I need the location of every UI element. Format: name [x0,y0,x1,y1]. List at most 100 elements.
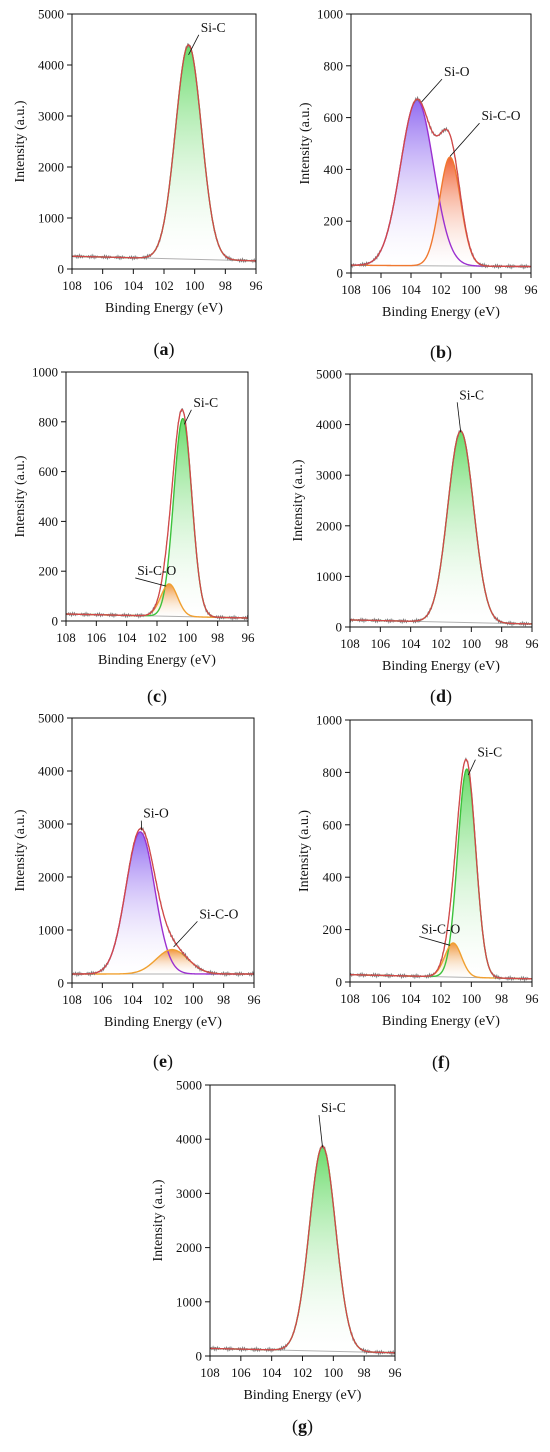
x-tick-label: 108 [62,278,82,293]
x-tick-label: 100 [185,278,205,293]
annotation-leader [188,34,200,55]
x-tick-label: 100 [461,282,481,297]
x-tick-label: 104 [123,992,143,1007]
envelope-line [349,430,533,625]
x-tick-label: 102 [147,630,167,645]
y-tick-label: 0 [196,1349,203,1364]
peak-fill-si-c-o [66,583,248,619]
peak-fill-si-c [72,44,256,261]
x-tick-label: 96 [526,636,540,651]
x-tick-label: 106 [93,992,113,1007]
x-tick-label: 96 [242,630,256,645]
peak-fill-si-c [350,769,532,979]
raw-spectrum-line [349,757,533,982]
x-tick-label: 106 [371,636,391,651]
x-tick-label: 106 [371,282,391,297]
x-axis-label: Binding Energy (eV) [382,305,500,320]
peak-annotation: Si-C-O [421,922,460,937]
x-tick-label: 100 [462,991,482,1006]
y-tick-label: 3000 [316,468,342,483]
envelope-line [349,758,533,980]
y-tick-label: 2000 [38,870,64,885]
y-axis-label: Intensity (a.u.) [151,1179,166,1261]
panel-caption: (a) [154,339,175,360]
x-tick-label: 104 [401,991,421,1006]
y-tick-label: 1000 [316,569,342,584]
x-axis-label: Binding Energy (eV) [98,653,216,668]
x-tick-label: 96 [526,991,540,1006]
annotation-leader [456,402,462,433]
x-tick-label: 98 [358,1365,371,1380]
panel-caption: (d) [430,686,452,707]
x-tick-label: 108 [340,991,360,1006]
x-tick-label: 102 [431,991,451,1006]
y-tick-label: 400 [324,162,344,177]
x-tick-label: 108 [340,636,360,651]
y-axis-label: Intensity (a.u.) [298,102,313,184]
y-tick-label: 0 [336,975,343,990]
x-tick-label: 96 [250,278,264,293]
y-tick-label: 200 [323,922,343,937]
peak-fill-si-c [350,431,532,624]
x-tick-label: 100 [462,636,482,651]
y-tick-label: 5000 [316,367,342,382]
x-tick-label: 98 [495,636,508,651]
y-tick-label: 600 [323,817,343,832]
panel-e: 108 106 104 102 100 98 96 0 1000 2000 3000 4000 5000… [13,711,261,1073]
panel-caption: (g) [292,1416,313,1437]
y-tick-label: 1000 [38,923,64,938]
x-tick-label: 106 [87,630,107,645]
peak-fill-si-o [351,99,531,267]
x-tick-label: 102 [431,282,451,297]
raw-spectrum-line [65,408,249,621]
peak-annotation: Si-C [193,395,218,410]
annotation-leader [467,759,476,776]
x-tick-label: 104 [124,278,144,293]
y-tick-label: 4000 [38,764,64,779]
y-axis-label: Intensity (a.u.) [13,100,28,182]
panel-c: 108 106 104 102 100 98 96 0 200 400 600 800 1000 Bind… [13,365,255,708]
y-tick-label: 800 [323,765,343,780]
peak-fill-si-c-o [72,949,254,974]
peak-fill-si-c [66,418,248,619]
x-tick-label: 100 [184,992,204,1007]
y-tick-label: 200 [39,564,59,579]
y-tick-label: 5000 [38,7,64,22]
y-tick-label: 0 [52,614,59,629]
y-tick-label: 3000 [176,1186,202,1201]
x-tick-label: 96 [525,282,539,297]
peak-line-si-c [349,768,533,980]
y-axis-label: Intensity (a.u.) [13,809,28,891]
x-tick-label: 96 [389,1365,403,1380]
panel-b: 108 106 104 102 100 98 96 0 200 400 600 800 1000 Bind… [298,7,538,364]
annotation-leader [173,921,198,948]
x-tick-label: 108 [56,630,76,645]
x-tick-label: 98 [211,630,224,645]
x-axis-label: Binding Energy (eV) [105,301,223,316]
envelope-line [65,408,249,619]
x-axis-label: Binding Energy (eV) [244,1388,362,1403]
x-tick-label: 104 [401,282,421,297]
y-tick-label: 5000 [176,1078,202,1093]
y-tick-label: 800 [324,58,344,73]
peak-annotation: Si-C [201,20,226,35]
peak-annotation: Si-C-O [199,906,238,921]
x-tick-label: 108 [62,992,82,1007]
peak-line-si-c [65,418,249,619]
annotation-leader [135,577,167,587]
envelope-line [71,44,257,262]
y-axis-label: Intensity (a.u.) [291,459,306,541]
x-tick-label: 102 [153,992,173,1007]
x-tick-label: 104 [262,1365,282,1380]
y-tick-label: 200 [324,214,344,229]
annotation-leader [183,409,192,425]
y-tick-label: 1000 [176,1294,202,1309]
peak-annotation: Si-O [143,806,169,821]
x-tick-label: 102 [293,1365,313,1380]
y-tick-label: 2000 [176,1240,202,1255]
x-tick-label: 106 [231,1365,251,1380]
y-tick-label: 0 [337,266,344,281]
y-tick-label: 0 [58,262,65,277]
y-tick-label: 3000 [38,109,64,124]
x-tick-label: 98 [495,991,508,1006]
